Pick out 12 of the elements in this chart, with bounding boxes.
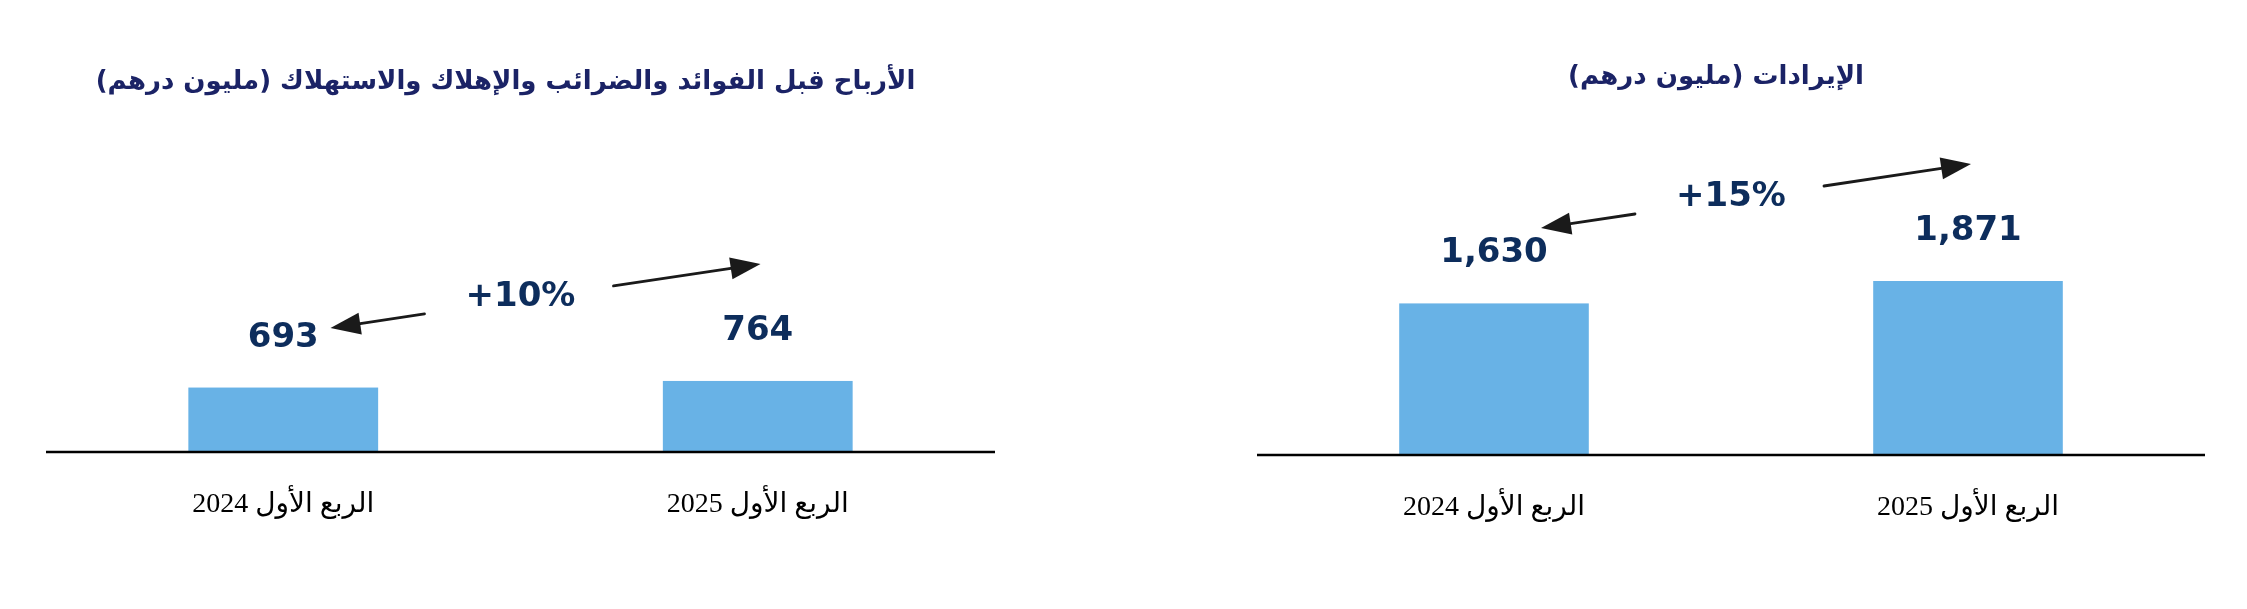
chart-title: الأرباح قبل الفوائد والضرائب والإهلاك والاستهلاك (مليون درهم) bbox=[95, 64, 916, 96]
text: +10% bbox=[465, 273, 576, 314]
x-tick-label: الربع الأول 2025 bbox=[1876, 486, 2060, 522]
data-label: 764 bbox=[722, 307, 794, 348]
data-label: 1,871 bbox=[1914, 208, 2022, 248]
x-tick-label: الربع الأول 2024 bbox=[192, 483, 375, 519]
data-label: 693 bbox=[247, 314, 319, 355]
x-tick-label: الربع الأول 2024 bbox=[1402, 486, 1586, 522]
data-label: 1,630 bbox=[1440, 230, 1548, 271]
text: +15% bbox=[1676, 174, 1786, 214]
x-tick-label: الربع الأول 2025 bbox=[666, 483, 849, 519]
chart-title: الإيرادات (مليون درهم) bbox=[1568, 60, 1864, 91]
